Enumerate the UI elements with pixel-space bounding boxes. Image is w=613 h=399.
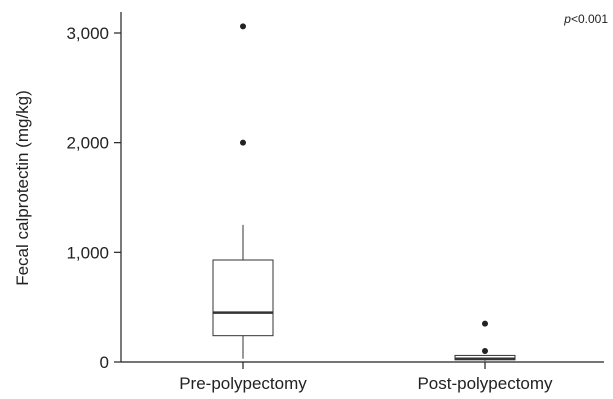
y-axis-ticks: 0 1,000 2,000 3,000 <box>66 24 121 372</box>
y-tick-label: 1,000 <box>66 243 109 262</box>
y-tick-label: 3,000 <box>66 24 109 43</box>
outlier-point-post-polypectomy <box>482 320 488 327</box>
x-axis-ticks: Pre-polypectomy Post-polypectomy <box>179 362 553 393</box>
box-pre-polypectomy <box>212 259 274 337</box>
box-series <box>212 23 516 361</box>
plot-area: 0 1,000 2,000 3,000 Pre-polypectomy Post-pol… <box>13 12 608 393</box>
p-symbol: p <box>563 12 571 26</box>
x-tick-label-pre-polypectomy: Pre-polypectomy <box>179 374 307 393</box>
p-value-text: <0.001 <box>571 12 608 26</box>
y-tick-label: 0 <box>100 353 109 372</box>
y-tick-label: 2,000 <box>66 134 109 153</box>
outlier-point-pre-polypectomy <box>240 139 246 146</box>
outlier-point-post-polypectomy <box>482 348 488 355</box>
outlier-point-pre-polypectomy <box>240 23 246 30</box>
p-value-annotation: p<0.001 <box>563 12 608 26</box>
x-tick-label-post-polypectomy: Post-polypectomy <box>417 374 553 393</box>
y-axis-title: Fecal calprotectin (mg/kg) <box>13 90 32 286</box>
